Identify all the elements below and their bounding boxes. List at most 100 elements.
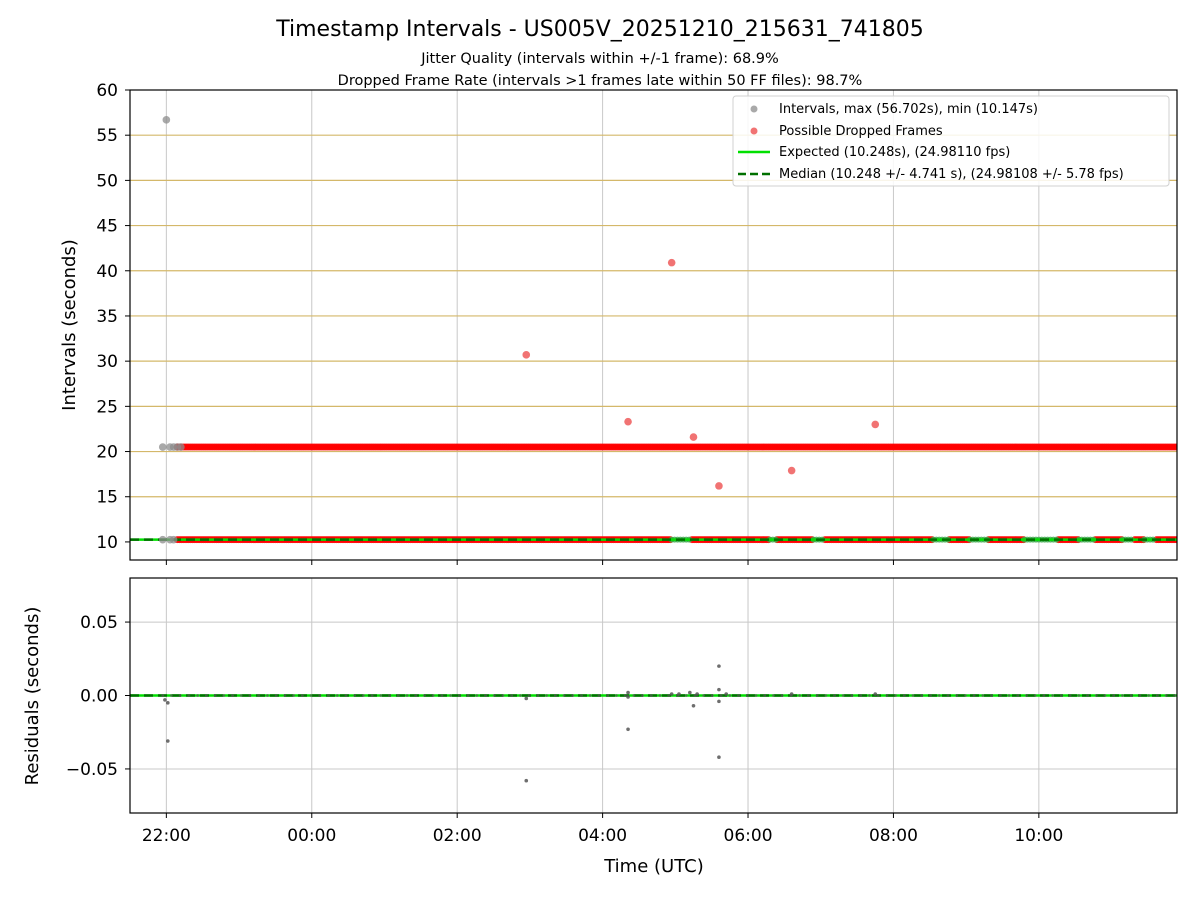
residual-point	[361, 694, 365, 697]
residual-point	[388, 694, 391, 697]
residual-point	[536, 694, 540, 697]
residual-point	[684, 694, 688, 697]
legend-expected-label: Expected (10.248s), (24.98110 fps)	[779, 145, 1010, 160]
residual-point	[283, 694, 287, 697]
residual-point	[717, 664, 721, 668]
residual-point	[292, 694, 295, 697]
residual-point	[170, 694, 173, 697]
residual-point	[824, 694, 828, 697]
residual-point	[161, 694, 165, 697]
legend-intervals-marker	[750, 105, 758, 113]
residual-point	[691, 703, 696, 708]
residual-point	[780, 694, 784, 697]
residual-point	[964, 694, 967, 697]
residual-point	[423, 694, 426, 697]
residual-point	[1147, 694, 1151, 697]
residual-point	[231, 694, 234, 697]
residual-point	[615, 694, 618, 697]
residual-point	[632, 694, 636, 697]
residual-point	[510, 694, 514, 697]
legend-entry-expected: Expected (10.248s), (24.98110 fps)	[738, 145, 1010, 160]
residual-point	[580, 694, 583, 697]
interval-point	[177, 443, 185, 451]
residuals-y-tick-label: 0.00	[80, 687, 118, 707]
residual-point	[702, 694, 706, 697]
residual-point	[519, 694, 522, 697]
intervals-y-tick-label: 10	[96, 533, 118, 553]
legend-intervals-label: Intervals, max (56.702s), min (10.147s)	[779, 102, 1038, 117]
residual-point	[1016, 694, 1020, 697]
residual-point	[239, 694, 243, 697]
interval-point	[158, 443, 167, 451]
residual-point	[431, 694, 435, 697]
dropped-frame-point	[871, 420, 880, 429]
residual-point	[669, 692, 674, 696]
x-tick-label: 04:00	[578, 826, 627, 846]
residual-point	[1086, 694, 1089, 697]
intervals-y-tick-label: 35	[96, 307, 118, 327]
residual-point	[667, 694, 671, 697]
intervals-panel: 10 15 20 25 30 35 40 45 50 55 60 Intervals (second…	[59, 81, 1178, 565]
dropped-frame-point	[667, 258, 676, 267]
intervals-y-tick-label: 30	[96, 352, 118, 372]
residuals-panel: 0.05 0.00 −0.05 22:00 00:00 02:00 04:00 06:00 0…	[22, 577, 1178, 877]
residual-point	[946, 694, 950, 697]
residual-point	[1077, 694, 1081, 697]
residual-point	[545, 694, 549, 697]
dropped-frame-point	[624, 417, 632, 426]
x-tick-label: 22:00	[142, 826, 191, 846]
residual-point	[562, 694, 566, 697]
interval-point	[169, 535, 178, 544]
residual-point	[724, 692, 729, 696]
residual-point	[911, 694, 915, 697]
residual-point	[370, 694, 374, 697]
residual-point	[466, 694, 470, 697]
residual-point	[695, 692, 699, 696]
residual-point	[475, 694, 479, 697]
residual-point	[1164, 694, 1168, 697]
residual-point	[1068, 694, 1072, 697]
residual-point	[327, 694, 330, 697]
dropped-frame-point	[787, 466, 796, 475]
residual-point	[841, 694, 845, 697]
residual-point	[815, 694, 819, 697]
intervals-y-tick-label: 50	[96, 171, 118, 191]
interval-point	[162, 116, 171, 124]
legend-dropped-marker	[750, 127, 758, 135]
residual-point	[955, 694, 959, 697]
residual-point	[257, 694, 261, 697]
legend-entry-median: Median (10.248 +/- 4.741 s), (24.98108 +…	[738, 167, 1124, 182]
residual-point	[606, 694, 610, 697]
residual-point	[396, 694, 400, 697]
residual-point	[717, 687, 721, 692]
residual-point	[440, 694, 444, 697]
residual-point	[405, 694, 409, 697]
residual-point	[981, 694, 985, 697]
chart-subtitle-jitter: Jitter Quality (intervals within +/-1 fr…	[420, 51, 779, 67]
residual-point	[833, 694, 836, 697]
residual-point	[1033, 694, 1037, 697]
residual-point	[737, 694, 740, 697]
residual-point	[772, 694, 775, 697]
intervals-y-axis-label: Intervals (seconds)	[59, 239, 80, 411]
intervals-y-tick-label: 60	[96, 81, 118, 101]
residual-point	[641, 694, 644, 697]
residual-point	[248, 694, 252, 697]
residual-point	[588, 694, 592, 697]
residual-point	[492, 694, 496, 697]
residual-point	[527, 694, 531, 697]
residual-point	[850, 694, 854, 697]
residual-point	[379, 694, 383, 697]
residual-point	[163, 698, 167, 702]
residuals-y-axis-label: Residuals (seconds)	[22, 607, 43, 786]
residual-point	[876, 694, 880, 697]
intervals-y-tick-label: 20	[96, 443, 118, 463]
intervals-plot-frame	[129, 89, 1178, 561]
legend-entry-dropped-frames: Possible Dropped Frames	[750, 124, 943, 139]
residual-point	[1155, 694, 1159, 697]
residual-point	[1138, 694, 1142, 697]
intervals-y-tick-label: 45	[96, 217, 118, 237]
residual-point	[717, 755, 721, 759]
residual-point	[728, 694, 732, 697]
x-tick-label: 06:00	[724, 826, 773, 846]
